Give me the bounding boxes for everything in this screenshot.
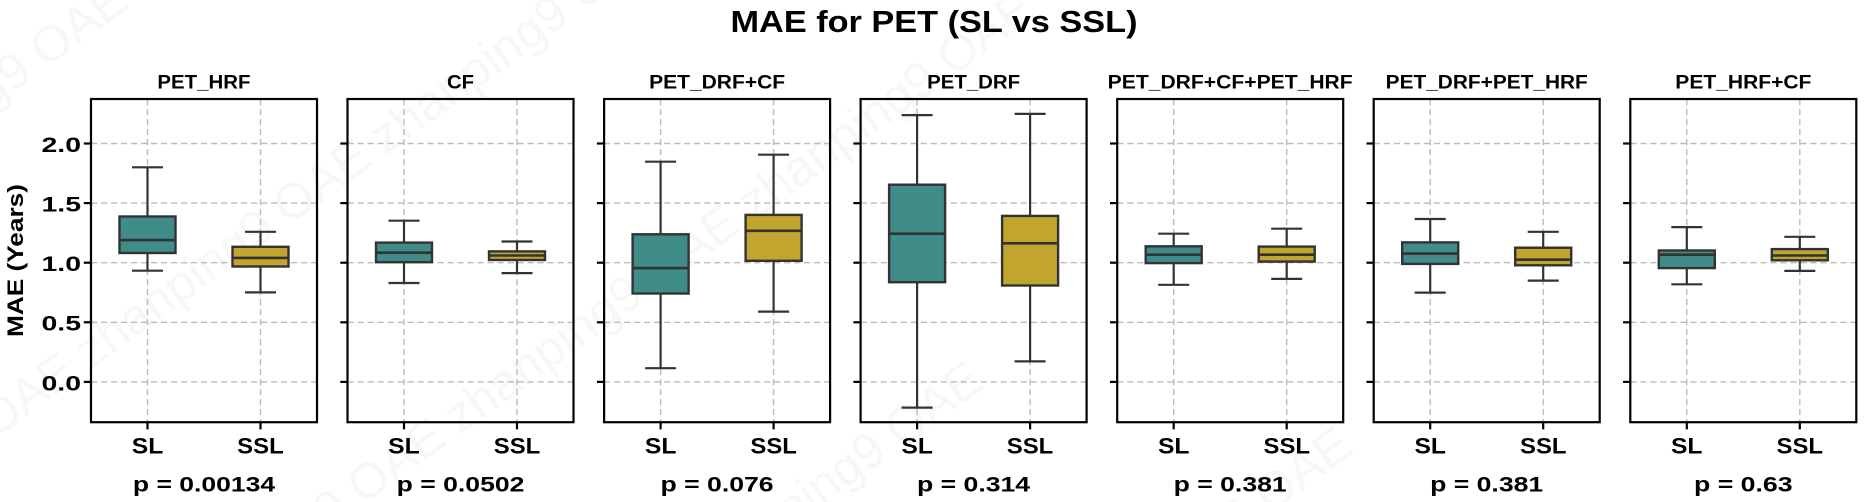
svg-text:SSL: SSL (494, 434, 541, 459)
svg-text:SL: SL (901, 434, 933, 459)
svg-text:PET_DRF: PET_DRF (927, 73, 1020, 94)
svg-text:SL: SL (1158, 434, 1190, 459)
svg-text:SSL: SSL (1520, 434, 1567, 459)
svg-text:CF: CF (447, 73, 474, 94)
svg-text:p = 0.63: p = 0.63 (1694, 474, 1793, 497)
svg-text:p = 0.314: p = 0.314 (917, 474, 1031, 497)
svg-text:0.0: 0.0 (42, 371, 82, 395)
svg-text:0.5: 0.5 (42, 312, 82, 336)
svg-text:2.0: 2.0 (42, 133, 82, 157)
svg-text:1.0: 1.0 (42, 252, 82, 276)
svg-text:p = 0.0502: p = 0.0502 (397, 474, 525, 497)
svg-text:SL: SL (1415, 434, 1447, 459)
svg-text:PET_DRF+CF: PET_DRF+CF (649, 73, 785, 94)
svg-text:SL: SL (1671, 434, 1703, 459)
svg-text:SL: SL (132, 434, 164, 459)
svg-text:SSL: SSL (1777, 434, 1824, 459)
svg-text:SSL: SSL (1264, 434, 1311, 459)
svg-text:SSL: SSL (1007, 434, 1054, 459)
svg-text:p = 0.00134: p = 0.00134 (133, 474, 276, 497)
svg-text:SL: SL (645, 434, 677, 459)
svg-text:SL: SL (388, 434, 420, 459)
svg-text:PET_HRF: PET_HRF (157, 73, 250, 94)
svg-text:SSL: SSL (237, 434, 284, 459)
svg-text:p = 0.381: p = 0.381 (1430, 474, 1544, 497)
svg-text:PET_DRF+PET_HRF: PET_DRF+PET_HRF (1386, 73, 1588, 94)
svg-text:PET_DRF+CF+PET_HRF: PET_DRF+CF+PET_HRF (1108, 73, 1353, 94)
svg-text:MAE for PET (SL vs SSL): MAE for PET (SL vs SSL) (731, 4, 1138, 39)
svg-text:1.5: 1.5 (42, 193, 82, 217)
svg-text:p = 0.381: p = 0.381 (1174, 474, 1288, 497)
svg-text:p = 0.076: p = 0.076 (661, 474, 774, 497)
svg-text:PET_HRF+CF: PET_HRF+CF (1675, 73, 1811, 94)
svg-text:SSL: SSL (750, 434, 797, 459)
svg-text:MAE (Years): MAE (Years) (3, 184, 28, 337)
